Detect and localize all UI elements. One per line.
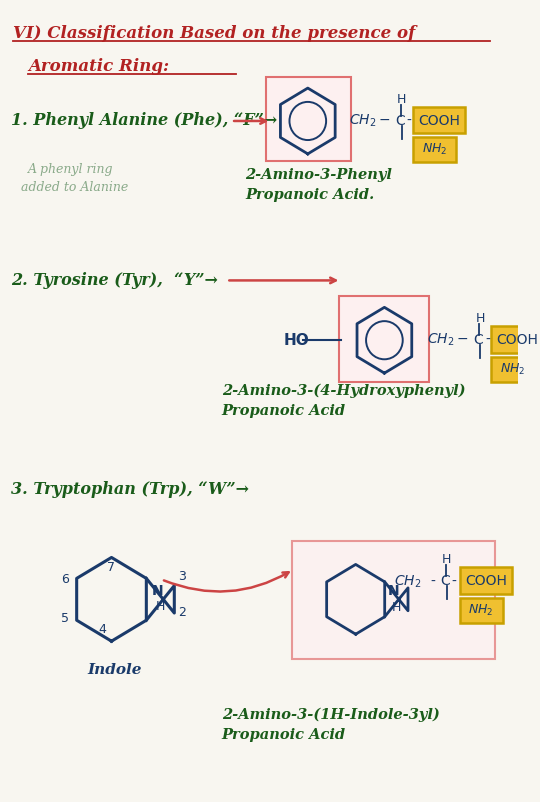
Text: -: - [430,574,435,589]
FancyBboxPatch shape [340,297,429,382]
Text: Propanoic Acid.: Propanoic Acid. [246,188,375,202]
Text: 5: 5 [62,612,69,626]
Text: Propanoic Acid: Propanoic Acid [221,728,346,742]
Text: H: H [392,601,401,614]
Text: N: N [152,584,163,597]
Text: 7: 7 [107,561,114,574]
Text: $CH_2$: $CH_2$ [394,573,421,589]
Text: $CH_2-$: $CH_2-$ [428,332,469,348]
Text: N: N [388,585,399,598]
Text: 2: 2 [178,606,186,619]
Text: added to Alanine: added to Alanine [21,180,128,194]
Text: H: H [442,553,451,566]
Text: A phenyl ring: A phenyl ring [28,163,114,176]
Text: 6: 6 [62,573,69,586]
Text: -: - [451,574,456,589]
Text: VI) Classification Based on the presence of: VI) Classification Based on the presence… [13,25,415,42]
Text: $NH_2$: $NH_2$ [468,603,494,618]
Text: 1. Phenyl Alanine (Phe), “F”→: 1. Phenyl Alanine (Phe), “F”→ [11,112,277,129]
Text: H: H [397,92,406,106]
Text: HO: HO [284,333,309,348]
FancyBboxPatch shape [292,541,495,659]
FancyBboxPatch shape [460,597,503,622]
Text: COOH: COOH [418,114,460,128]
Text: H: H [156,600,165,614]
FancyBboxPatch shape [413,107,465,133]
Text: 4: 4 [98,623,106,636]
FancyBboxPatch shape [413,137,456,162]
Text: -: - [407,114,411,128]
Text: $NH_2$: $NH_2$ [500,362,525,377]
FancyBboxPatch shape [491,357,534,382]
Text: 2. Tyrosine (Tyr),  “Y”→: 2. Tyrosine (Tyr), “Y”→ [11,272,218,289]
Text: $NH_2$: $NH_2$ [422,142,447,157]
FancyBboxPatch shape [266,77,351,161]
Text: 2-Amino-3-(1H-Indole-3yl): 2-Amino-3-(1H-Indole-3yl) [221,707,440,722]
Text: 3. Tryptophan (Trp), “W”→: 3. Tryptophan (Trp), “W”→ [11,481,249,498]
Text: $CH_2-$: $CH_2-$ [349,113,390,129]
Text: C: C [474,333,483,347]
Text: C: C [440,574,450,589]
Text: 2-Amino-3-(4-Hydroxyphenyl): 2-Amino-3-(4-Hydroxyphenyl) [221,383,465,398]
Text: Aromatic Ring:: Aromatic Ring: [28,58,170,75]
Text: Propanoic Acid: Propanoic Acid [221,404,346,418]
Text: Indole: Indole [87,663,142,677]
Text: H: H [475,312,485,325]
Text: 3: 3 [178,569,186,582]
Text: C: C [395,114,404,128]
Text: 2-Amino-3-Phenyl: 2-Amino-3-Phenyl [246,168,393,182]
Text: COOH: COOH [497,333,538,347]
Text: -: - [485,333,490,347]
FancyBboxPatch shape [460,567,512,593]
Text: COOH: COOH [465,574,507,589]
FancyBboxPatch shape [491,326,540,353]
